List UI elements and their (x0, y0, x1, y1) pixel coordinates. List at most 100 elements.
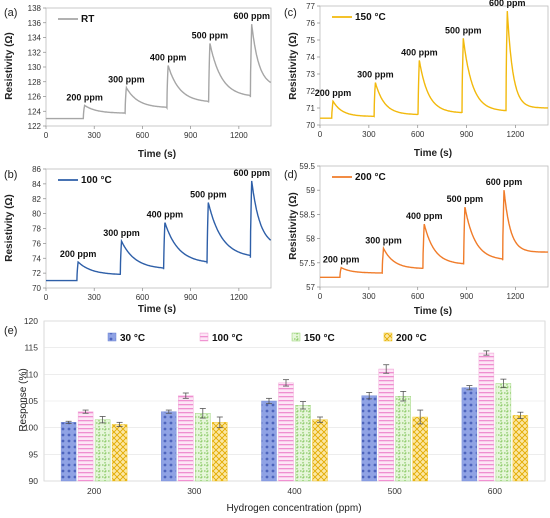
peak-annotation: 300 ppm (103, 228, 140, 238)
peak-annotation: 500 ppm (192, 30, 229, 40)
peak-annotation: 400 ppm (406, 211, 443, 221)
plot-frame (319, 5, 549, 126)
bar (195, 413, 211, 482)
y-tick-label: 73 (306, 70, 315, 79)
x-axis-label: Time (s) (414, 306, 452, 317)
peak-annotation: 600 ppm (489, 0, 526, 8)
y-tick-label: 57.5 (299, 259, 315, 268)
panel-c: (c) 70 71 72 73 74 75 76 77 0 300 600 900 1200 Time (s… (284, 0, 549, 159)
y-tick-label: 138 (28, 4, 42, 13)
x-tick-label: 600 (136, 293, 150, 302)
x-tick-label: 900 (184, 131, 198, 140)
panel-d-label: (d) (284, 169, 297, 181)
y-tick-label: 120 (24, 316, 38, 326)
y-tick-label: 132 (28, 48, 42, 57)
y-tick-label: 122 (28, 122, 42, 131)
legend-swatch (107, 332, 117, 342)
panel-c-label: (c) (284, 7, 297, 19)
y-tick-label: 115 (24, 343, 38, 353)
y-tick-label: 74 (306, 53, 315, 62)
legend-swatch (383, 332, 393, 342)
peak-annotation: 600 ppm (233, 11, 270, 21)
bar (212, 422, 228, 482)
peak-annotation: 300 ppm (365, 235, 402, 245)
panel-b: (b) 70 72 74 76 78 80 82 84 86 0 300 600 900 1200 Time … (4, 165, 272, 315)
x-tick-label: 1200 (230, 293, 248, 302)
y-tick-label: 128 (28, 78, 42, 87)
resistivity-line (46, 180, 272, 282)
x-tick-label: 600 (488, 486, 502, 496)
bar (395, 396, 411, 482)
y-axis-label: Response (%) (18, 368, 29, 431)
y-axis-label: Resistivity (Ω) (288, 192, 299, 259)
y-tick-label: 76 (306, 19, 315, 28)
peak-annotation: 500 ppm (447, 194, 484, 204)
x-tick-label: 0 (44, 131, 49, 140)
x-tick-label: 600 (411, 292, 425, 301)
bar (60, 422, 77, 482)
x-tick-label: 200 (87, 486, 101, 496)
resistivity-line (320, 11, 548, 119)
y-tick-label: 105 (24, 396, 38, 406)
bar (478, 352, 495, 482)
y-tick-label: 70 (32, 284, 41, 293)
y-axis-label: Resistivity (Ω) (4, 194, 15, 261)
bar (512, 415, 529, 482)
x-tick-label: 900 (184, 293, 198, 302)
bar (111, 424, 128, 482)
x-tick-label: 500 (388, 486, 402, 496)
panel-d: (d) 57 57.5 58 58.5 59 59.5 0 300 600 900 1200 Time … (284, 162, 549, 317)
y-tick-label: 70 (306, 121, 315, 130)
x-tick-label: 0 (318, 130, 323, 139)
y-tick-label: 124 (28, 107, 42, 116)
panel-a: (a) 122 124 126 128 130 132 134 136 138 0 300 600 900… (4, 4, 272, 160)
y-tick-label: 100 (24, 423, 38, 433)
y-tick-label: 59.5 (299, 162, 315, 171)
peak-annotation: 600 ppm (486, 177, 523, 187)
panel-b-label: (b) (4, 169, 17, 181)
y-tick-label: 82 (32, 195, 41, 204)
plot-frame (319, 165, 549, 288)
y-tick-label: 110 (24, 369, 38, 379)
peak-annotation: 400 ppm (401, 47, 438, 57)
y-tick-label: 58.5 (299, 210, 315, 219)
legend-swatch (199, 332, 209, 342)
bar (495, 383, 512, 482)
peak-annotation: 500 ppm (445, 25, 482, 35)
panel-a-label: (a) (4, 7, 17, 19)
y-tick-label: 75 (306, 36, 315, 45)
resistivity-line (320, 190, 548, 278)
legend-label: 150 °C (355, 12, 386, 23)
y-tick-label: 76 (32, 239, 41, 248)
bar (161, 411, 177, 482)
plot-frame (45, 168, 272, 289)
x-axis-label: Hydrogen concentration (ppm) (226, 503, 361, 514)
x-tick-label: 900 (460, 130, 474, 139)
x-axis-label: Time (s) (138, 149, 176, 160)
peak-annotation: 600 ppm (233, 168, 270, 178)
legend-swatch (291, 332, 301, 342)
y-tick-label: 84 (32, 180, 41, 189)
y-tick-label: 58 (306, 235, 315, 244)
x-tick-label: 900 (460, 292, 474, 301)
peak-annotation: 500 ppm (190, 189, 227, 199)
x-tick-label: 600 (411, 130, 425, 139)
peak-annotation: 200 ppm (315, 88, 352, 98)
peak-annotation: 400 ppm (150, 53, 187, 63)
y-tick-label: 74 (32, 254, 41, 263)
y-tick-label: 130 (28, 63, 42, 72)
x-tick-label: 300 (187, 486, 201, 496)
y-tick-label: 126 (28, 93, 42, 102)
legend-label: 200 °C (396, 333, 427, 344)
y-tick-label: 59 (306, 186, 315, 195)
peak-annotation: 200 ppm (323, 255, 360, 265)
bar (77, 411, 94, 482)
y-tick-label: 72 (32, 269, 41, 278)
y-tick-label: 95 (29, 449, 39, 459)
panel-e: (e) 90 95 100 105 110 115 120 Response (%) Hydrog… (4, 316, 546, 514)
x-tick-label: 300 (88, 293, 102, 302)
y-tick-label: 72 (306, 87, 315, 96)
bar (261, 400, 277, 482)
y-tick-label: 80 (32, 210, 41, 219)
